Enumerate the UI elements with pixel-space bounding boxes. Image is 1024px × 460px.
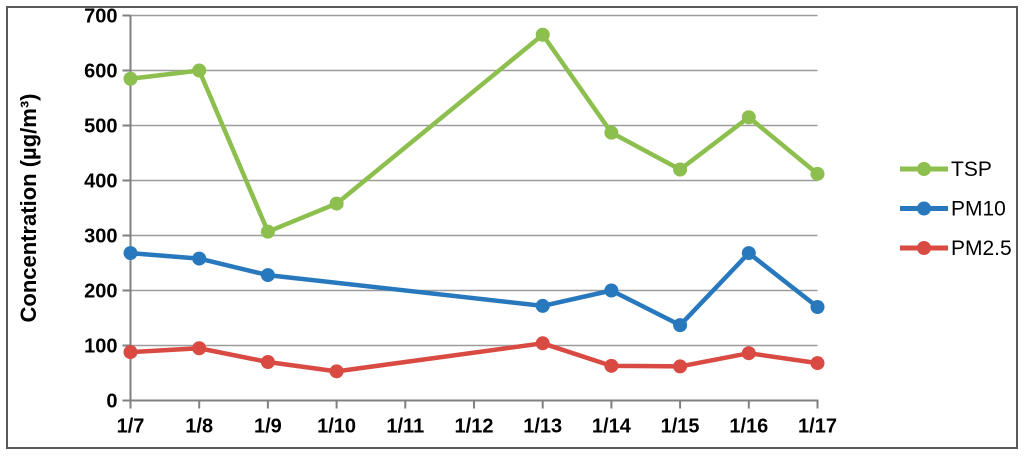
series-TSP-point xyxy=(673,162,688,177)
series-PM10-point xyxy=(535,298,550,313)
data-series xyxy=(123,27,825,379)
series-TSP-point xyxy=(741,110,756,125)
axis-labels: 0 100 200 300 400 500 600 700 1/7 1/8 1/9 1/10 1/11 1… xyxy=(84,6,837,438)
series-PM10-point xyxy=(260,268,275,283)
series-PM2.5-point xyxy=(810,356,825,371)
series-PM2.5-point xyxy=(673,359,688,374)
series-PM2.5-point xyxy=(329,364,344,379)
x-tick-label: 1/16 xyxy=(729,416,768,438)
y-tick-label: 600 xyxy=(84,61,117,83)
series-PM2.5-point xyxy=(123,345,138,360)
series-TSP-point xyxy=(260,224,275,239)
series-PM2.5-point xyxy=(535,336,550,351)
y-tick-label: 200 xyxy=(84,281,117,303)
x-tick-label: 1/13 xyxy=(523,416,562,438)
legend-label: TSP xyxy=(951,158,992,181)
x-tick-label: 1/10 xyxy=(317,416,356,438)
series-PM10-point xyxy=(192,251,207,266)
legend-marker-sample xyxy=(917,241,931,255)
legend-marker-sample xyxy=(917,201,931,216)
x-tick-label: 1/8 xyxy=(185,416,213,438)
x-tick-label: 1/9 xyxy=(254,416,282,438)
series-TSP-line xyxy=(128,32,820,234)
series-TSP-point xyxy=(329,196,344,211)
series-PM10-point xyxy=(604,283,619,298)
x-tick-label: 1/17 xyxy=(798,416,837,438)
series-PM10-point xyxy=(741,246,756,261)
series-PM2.5-line xyxy=(128,341,820,374)
chart-border xyxy=(6,6,1018,449)
series-TSP-point xyxy=(535,27,550,42)
legend-item-PM2.5: PM2.5 xyxy=(900,237,1012,260)
series-TSP-point xyxy=(192,63,207,78)
series-PM2.5-point xyxy=(741,346,756,361)
x-tick-label: 1/12 xyxy=(455,416,494,438)
y-tick-label: 400 xyxy=(84,171,117,193)
series-PM2.5-point xyxy=(604,358,619,373)
legend-item-TSP: TSP xyxy=(900,158,992,181)
series-TSP-point xyxy=(810,166,825,181)
series-TSP-point xyxy=(123,71,138,86)
series-PM10-line xyxy=(128,250,820,328)
series-PM10-point xyxy=(673,318,688,333)
legend-item-PM10: PM10 xyxy=(900,198,1006,221)
legend-label: PM10 xyxy=(951,198,1006,221)
x-tick-label: 1/11 xyxy=(386,416,424,438)
y-tick-label: 300 xyxy=(84,226,117,248)
series-PM10-point xyxy=(810,300,825,314)
legend-label: PM2.5 xyxy=(951,237,1012,260)
legend-marker-sample xyxy=(917,162,931,176)
y-tick-label: 100 xyxy=(84,336,117,358)
axes xyxy=(122,14,819,409)
y-tick-label: 500 xyxy=(84,116,117,138)
x-tick-label: 1/15 xyxy=(661,416,700,438)
x-tick-label: 1/14 xyxy=(592,416,632,438)
series-TSP-point xyxy=(604,125,619,140)
legend: TSP PM10 PM2.5 xyxy=(900,158,1012,260)
y-tick-label: 0 xyxy=(106,391,117,413)
y-axis-title: Concentration (µg/m³) xyxy=(16,94,41,323)
series-PM10-point xyxy=(123,246,138,261)
series-PM2.5-point xyxy=(192,341,207,356)
y-tick-label: 700 xyxy=(84,6,117,28)
x-tick-label: 1/7 xyxy=(117,416,145,438)
series-PM2.5-point xyxy=(260,355,275,369)
